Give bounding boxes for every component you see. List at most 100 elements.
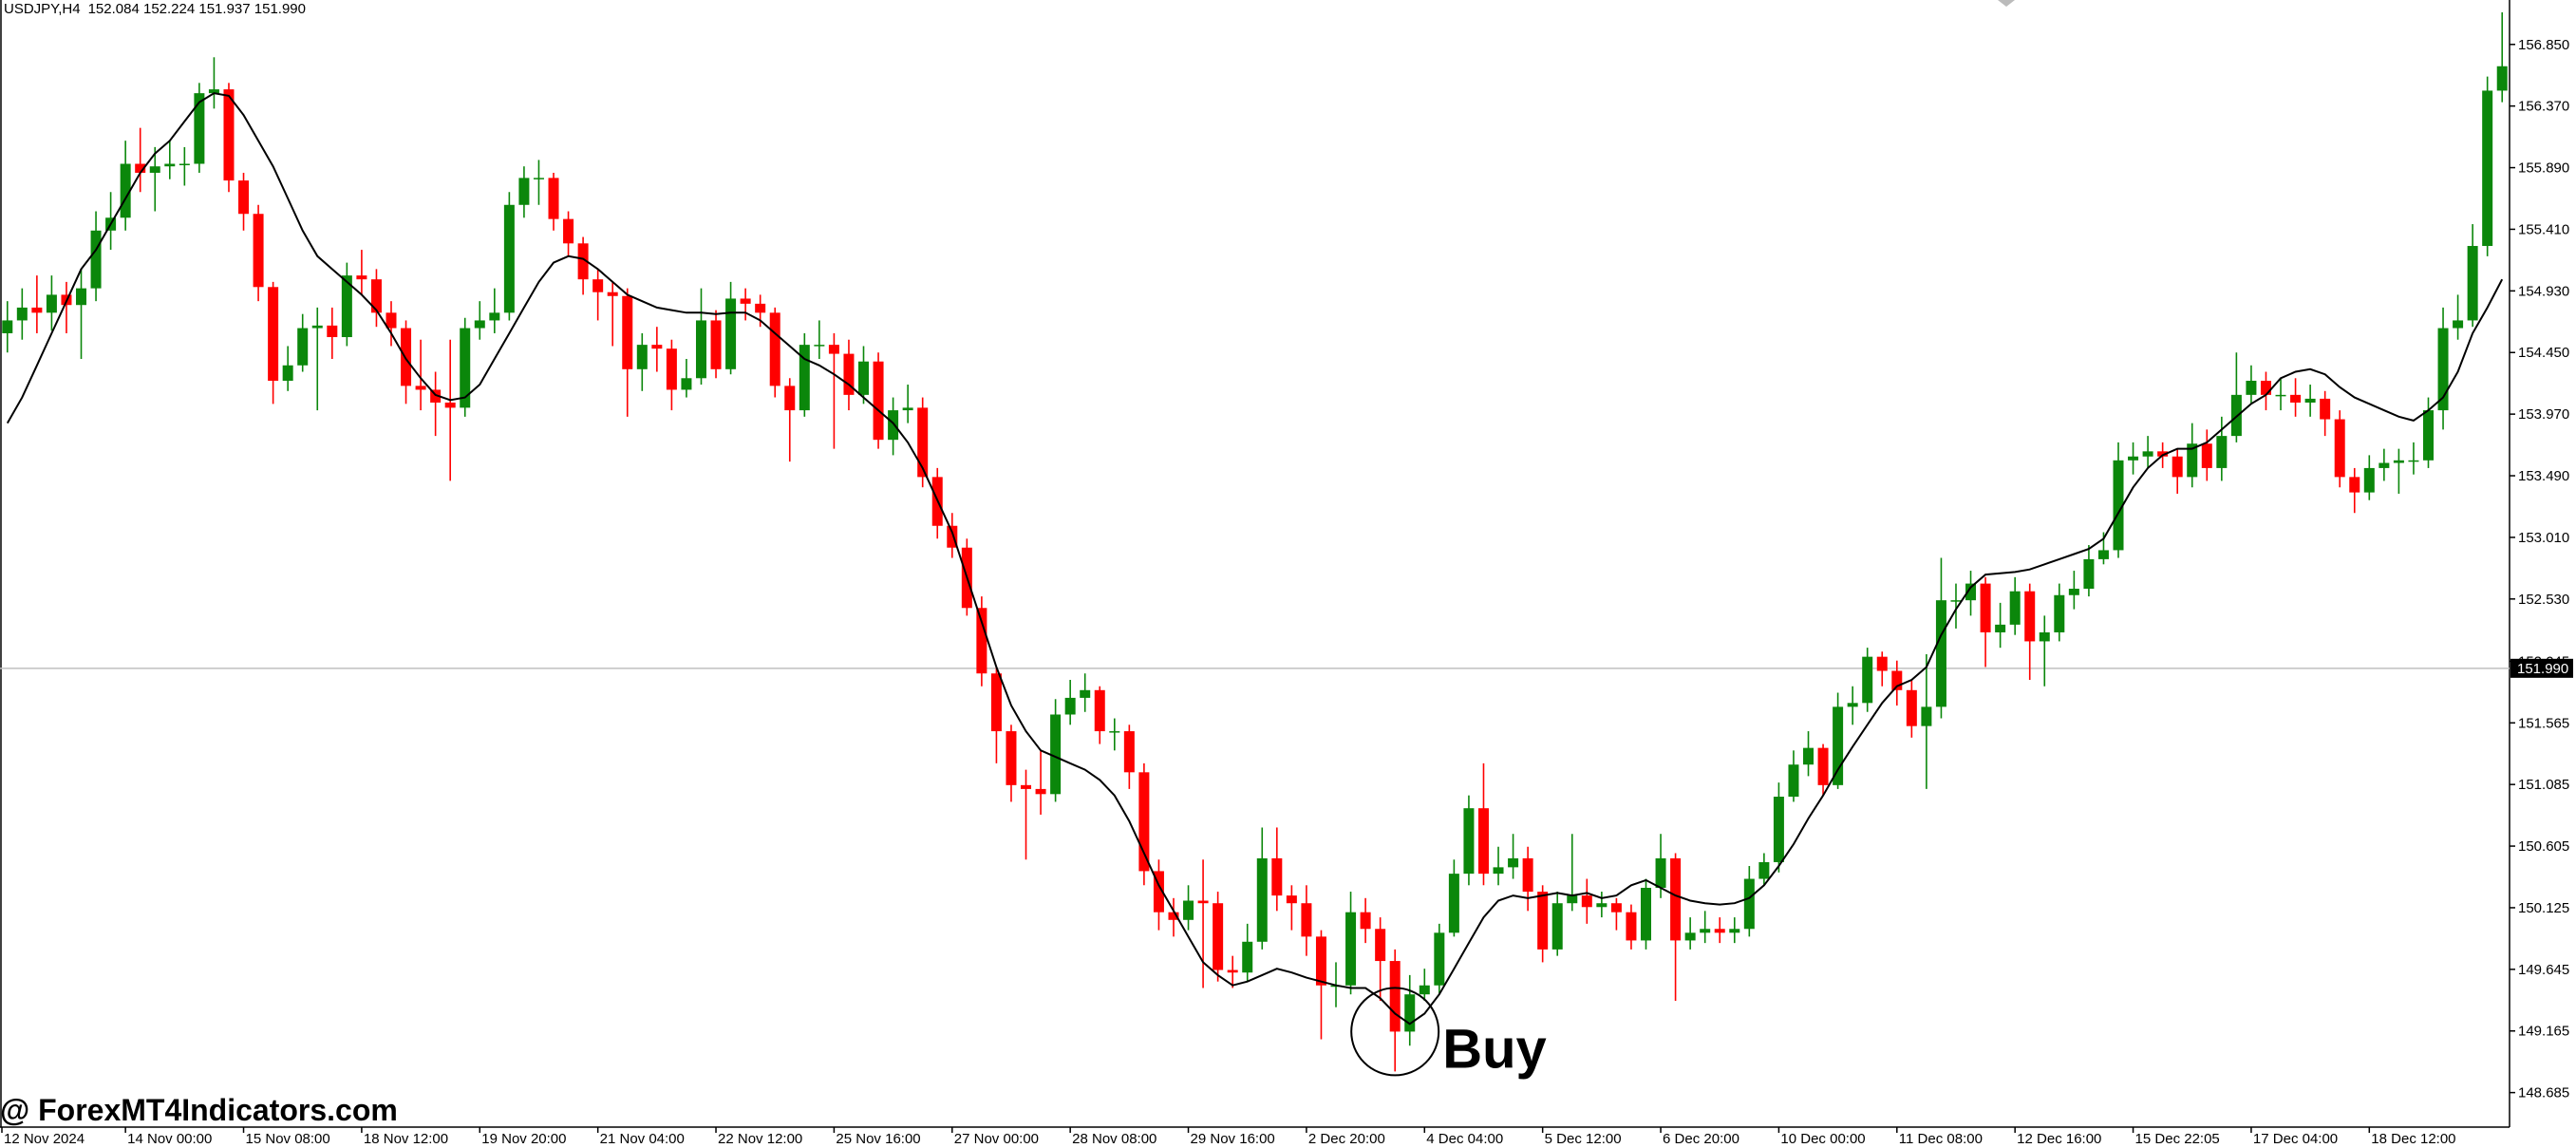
candle-body xyxy=(1493,867,1504,875)
candle-body xyxy=(2304,398,2316,403)
x-tick-label: 11 Dec 08:00 xyxy=(1899,1131,1983,1147)
candle-body xyxy=(1109,731,1120,733)
y-tick-label: 155.890 xyxy=(2518,160,2569,177)
y-tick-label: 156.370 xyxy=(2518,99,2569,115)
candle-body xyxy=(843,353,855,395)
candle-body xyxy=(814,345,825,347)
y-tick-label: 153.970 xyxy=(2518,406,2569,423)
candle-body xyxy=(1227,969,1238,973)
candle-body xyxy=(1655,857,1666,888)
candle-body xyxy=(666,348,677,390)
candle-body xyxy=(1876,656,1888,671)
x-tick-label: 27 Nov 00:00 xyxy=(954,1131,1039,1147)
candle-body xyxy=(2437,328,2449,411)
candle-body xyxy=(710,320,722,369)
candle-body xyxy=(2363,467,2375,493)
candle-body xyxy=(2349,477,2360,493)
candle-body xyxy=(1138,772,1150,872)
candle-body xyxy=(489,312,500,321)
candle-body xyxy=(1965,583,1977,601)
y-tick-label: 153.010 xyxy=(2518,530,2569,546)
candle-body xyxy=(2187,443,2198,478)
candle-body xyxy=(2275,394,2286,397)
candle-body xyxy=(2,320,13,333)
candle-body xyxy=(2216,436,2228,468)
candle-body xyxy=(2320,398,2331,420)
candle-body xyxy=(799,345,810,411)
candle-body xyxy=(297,328,309,366)
candle-body xyxy=(1714,929,1725,933)
candle-body xyxy=(1626,912,1637,941)
candle-body xyxy=(1537,892,1549,950)
candle-body xyxy=(2128,456,2139,461)
candle-body xyxy=(1168,912,1179,920)
candle-body xyxy=(31,307,43,313)
candle-body xyxy=(1833,706,1844,785)
x-tick-label: 12 Dec 16:00 xyxy=(2017,1131,2101,1147)
candle-body xyxy=(2009,591,2021,625)
candle-body xyxy=(1817,747,1829,785)
candle-body xyxy=(2068,588,2079,595)
candle-body xyxy=(1448,874,1459,933)
candle-body xyxy=(1123,731,1135,773)
ohlc-values: 152.084 152.224 151.937 151.990 xyxy=(88,1,306,17)
candle-body xyxy=(401,328,412,386)
candle-body xyxy=(474,320,485,329)
candle-body xyxy=(1389,961,1401,1032)
candle-body xyxy=(282,365,293,381)
candle-body xyxy=(1434,932,1445,986)
candle-body xyxy=(135,163,146,173)
candle-body xyxy=(784,386,796,411)
moving-average xyxy=(6,92,2504,1026)
candle-body xyxy=(2467,246,2478,321)
candle-body xyxy=(1522,857,1533,893)
candle-body xyxy=(2201,443,2212,468)
candle-body xyxy=(2379,462,2390,468)
candle-body xyxy=(2482,90,2493,247)
candle-body xyxy=(2113,460,2124,551)
candle-body xyxy=(1758,861,1770,879)
candle-body xyxy=(2097,550,2109,559)
candle-body xyxy=(2453,320,2464,329)
candle-body xyxy=(1684,932,1696,941)
candle-body xyxy=(90,230,102,289)
candle-body xyxy=(1670,857,1682,941)
x-tick-label: 18 Nov 12:00 xyxy=(364,1131,448,1147)
candle-body xyxy=(1551,903,1563,950)
x-tick-label: 15 Nov 08:00 xyxy=(246,1131,330,1147)
candle-body xyxy=(695,320,706,379)
x-tick-label: 5 Dec 12:00 xyxy=(1545,1131,1622,1147)
candle-body xyxy=(76,288,87,306)
x-tick-label: 10 Dec 00:00 xyxy=(1780,1131,1865,1147)
candle-body xyxy=(518,178,530,205)
candle-body xyxy=(1256,857,1268,942)
candle-body xyxy=(356,275,367,280)
candle-body xyxy=(1035,788,1046,795)
x-tick-label: 25 Nov 16:00 xyxy=(836,1131,920,1147)
candle-body xyxy=(1050,714,1062,795)
candle-body xyxy=(636,345,648,369)
scroll-marker xyxy=(1998,0,2015,7)
candle-body xyxy=(2054,594,2065,632)
candle-body xyxy=(1213,903,1224,970)
x-tick-label: 2 Dec 20:00 xyxy=(1308,1131,1385,1147)
candle-body xyxy=(2496,66,2508,91)
candle-body xyxy=(888,410,899,441)
candle-body xyxy=(1271,857,1283,896)
candle-body xyxy=(1463,808,1475,875)
candle-body xyxy=(415,386,426,390)
candle-body xyxy=(1596,903,1608,908)
candle-body xyxy=(1080,689,1091,698)
candle-body xyxy=(223,89,235,181)
candle-body xyxy=(2260,380,2271,395)
candle-body xyxy=(1153,871,1164,913)
candle-body xyxy=(1995,624,2006,632)
candle-body xyxy=(1419,985,1430,995)
candle-body xyxy=(370,279,382,313)
candle-body xyxy=(725,298,737,369)
candle-body xyxy=(194,93,205,164)
y-tick-label: 152.530 xyxy=(2518,592,2569,608)
candle-body xyxy=(1847,703,1858,707)
